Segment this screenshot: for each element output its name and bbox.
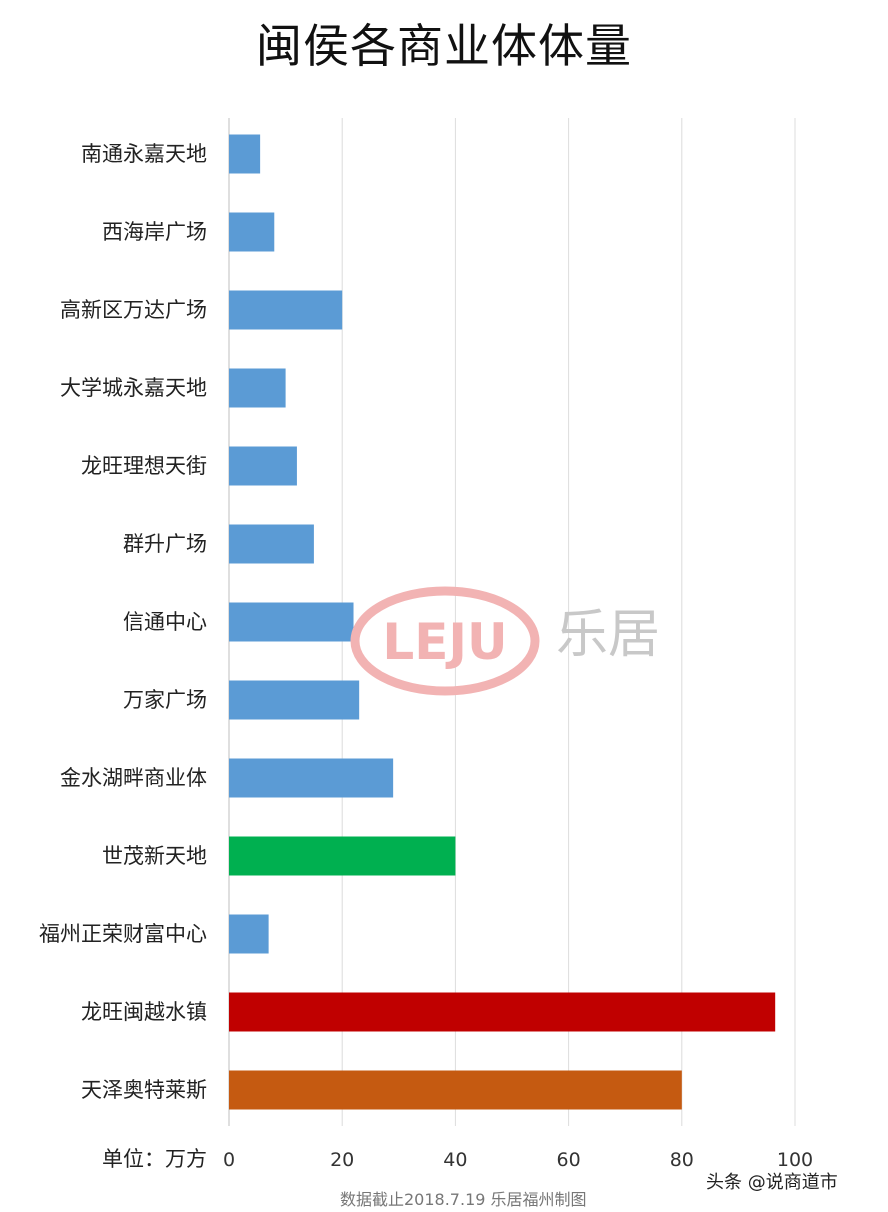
bar-10 bbox=[229, 914, 269, 954]
category-label-12: 天泽奥特莱斯 bbox=[81, 1078, 207, 1102]
x-tick-100: 100 bbox=[777, 1149, 813, 1171]
category-label-4: 龙旺理想天街 bbox=[81, 454, 207, 478]
category-label-0: 南通永嘉天地 bbox=[81, 142, 207, 166]
x-tick-60: 60 bbox=[557, 1149, 581, 1171]
byline: 头条 @说商道市 bbox=[706, 1172, 838, 1193]
x-tick-80: 80 bbox=[670, 1149, 694, 1171]
leju-logo: LEJU bbox=[350, 586, 540, 696]
bar-2 bbox=[229, 290, 343, 330]
category-label-7: 万家广场 bbox=[123, 688, 207, 712]
x-tick-0: 0 bbox=[223, 1149, 235, 1171]
x-tick-labels: 0 20 40 60 80 100 bbox=[223, 1149, 813, 1171]
bar-5 bbox=[229, 524, 314, 564]
x-tick-20: 20 bbox=[330, 1149, 354, 1171]
bar-0 bbox=[229, 134, 261, 174]
leju-watermark-text: 乐居 bbox=[556, 605, 661, 665]
bar-7 bbox=[229, 680, 360, 720]
bar-9 bbox=[229, 836, 456, 876]
category-label-2: 高新区万达广场 bbox=[60, 298, 207, 322]
category-label-3: 大学城永嘉天地 bbox=[60, 376, 207, 400]
category-label-9: 世茂新天地 bbox=[102, 844, 207, 868]
category-label-6: 信通中心 bbox=[123, 610, 207, 634]
category-labels: 南通永嘉天地西海岸广场高新区万达广场大学城永嘉天地龙旺理想天街群升广场信通中心万… bbox=[39, 142, 207, 1102]
svg-text:LEJU: LEJU bbox=[382, 613, 507, 671]
chart-title: 闽侯各商业体体量 bbox=[256, 19, 632, 73]
category-label-8: 金水湖畔商业体 bbox=[60, 766, 207, 790]
bar-11 bbox=[229, 992, 776, 1032]
footnote: 数据截止2018.7.19 乐居福州制图 bbox=[340, 1190, 587, 1209]
bar-8 bbox=[229, 758, 394, 798]
category-label-5: 群升广场 bbox=[123, 532, 207, 556]
bars bbox=[229, 134, 776, 1110]
category-label-1: 西海岸广场 bbox=[102, 220, 207, 244]
category-label-10: 福州正荣财富中心 bbox=[39, 922, 207, 946]
bar-6 bbox=[229, 602, 354, 642]
x-tick-40: 40 bbox=[443, 1149, 467, 1171]
unit-label: 单位：万方 bbox=[102, 1147, 207, 1171]
bar-1 bbox=[229, 212, 275, 252]
category-label-11: 龙旺闽越水镇 bbox=[81, 1000, 207, 1024]
bar-3 bbox=[229, 368, 286, 408]
bar-12 bbox=[229, 1070, 682, 1110]
bar-4 bbox=[229, 446, 297, 486]
